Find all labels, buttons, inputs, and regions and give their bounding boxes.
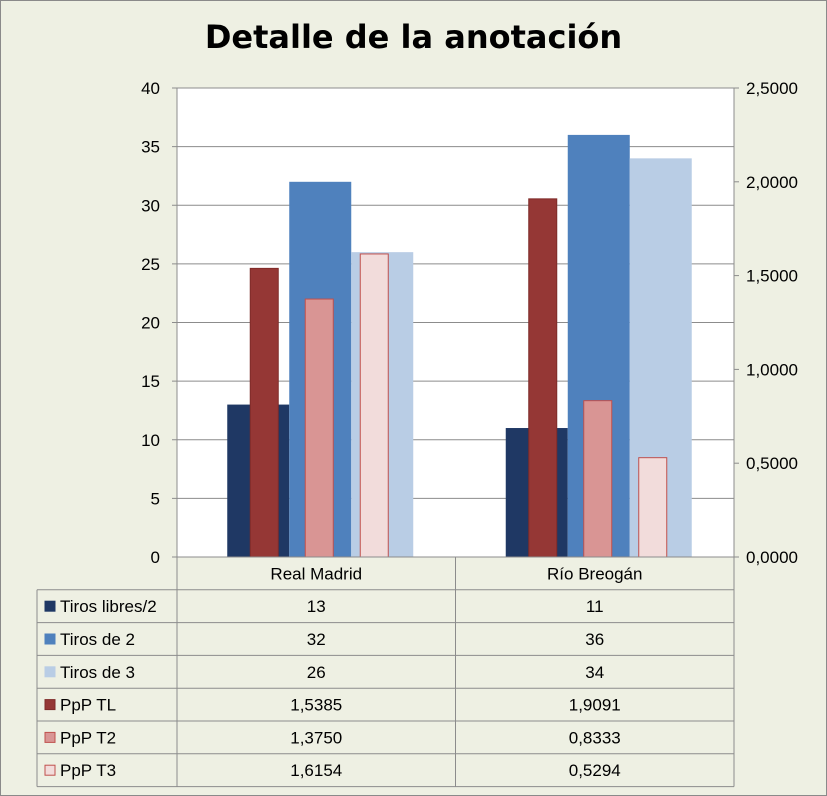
series-name: Tiros libres/2 xyxy=(60,597,157,616)
category-label: Río Breogán xyxy=(547,564,642,583)
data-label: 0,8333 xyxy=(569,728,621,747)
y-left-tick-label: 40 xyxy=(141,79,160,98)
legend-swatch xyxy=(44,764,56,776)
y-left-tick-label: 30 xyxy=(141,196,160,215)
legend-swatch xyxy=(44,666,56,678)
series-name: PpP T3 xyxy=(60,761,116,780)
y-right-tick-label: 2,5000 xyxy=(746,79,798,98)
data-label: 1,9091 xyxy=(569,696,621,715)
y-left-tick-label: 20 xyxy=(141,314,160,333)
series-name: PpP T2 xyxy=(60,728,116,747)
data-label: 1,5385 xyxy=(290,696,342,715)
data-label: 36 xyxy=(585,630,604,649)
data-label: 11 xyxy=(586,597,604,616)
series-name: PpP TL xyxy=(60,696,116,715)
data-label: 1,3750 xyxy=(290,728,342,747)
legend-swatch xyxy=(44,699,56,711)
data-label: 34 xyxy=(585,663,604,682)
data-label: 1,6154 xyxy=(290,761,342,780)
data-label: 32 xyxy=(307,630,326,649)
y-left-tick-label: 0 xyxy=(151,548,160,567)
series-name: Tiros de 2 xyxy=(60,630,135,649)
data-label: 26 xyxy=(307,663,326,682)
data-label: 0,5294 xyxy=(569,761,621,780)
bar-ppp-t3 xyxy=(359,253,389,558)
y-right-tick-label: 0,0000 xyxy=(746,548,798,567)
bar-ppp-t3 xyxy=(638,457,668,558)
bar-ppp-tl xyxy=(249,267,279,558)
y-left-tick-label: 5 xyxy=(151,489,160,508)
legend-swatch xyxy=(44,600,56,612)
category-label: Real Madrid xyxy=(270,564,362,583)
y-right-tick-label: 1,5000 xyxy=(746,267,798,286)
y-left-tick-label: 25 xyxy=(141,255,160,274)
y-right-tick-label: 2,0000 xyxy=(746,173,798,192)
legend-swatch xyxy=(44,731,56,743)
bar-ppp-t2 xyxy=(304,298,334,558)
y-left-tick-label: 35 xyxy=(141,138,160,157)
bar-ppp-t2 xyxy=(583,400,613,558)
y-right-tick-label: 1,0000 xyxy=(746,360,798,379)
series-name: Tiros de 3 xyxy=(60,663,135,682)
legend-swatch xyxy=(44,633,56,645)
chart-title: Detalle de la anotación xyxy=(204,18,623,56)
y-left-tick-label: 15 xyxy=(141,372,160,391)
data-label: 13 xyxy=(307,597,326,616)
bar-ppp-tl xyxy=(528,198,558,558)
y-left-tick-label: 10 xyxy=(141,431,160,450)
y-right-tick-label: 0,5000 xyxy=(746,454,798,473)
